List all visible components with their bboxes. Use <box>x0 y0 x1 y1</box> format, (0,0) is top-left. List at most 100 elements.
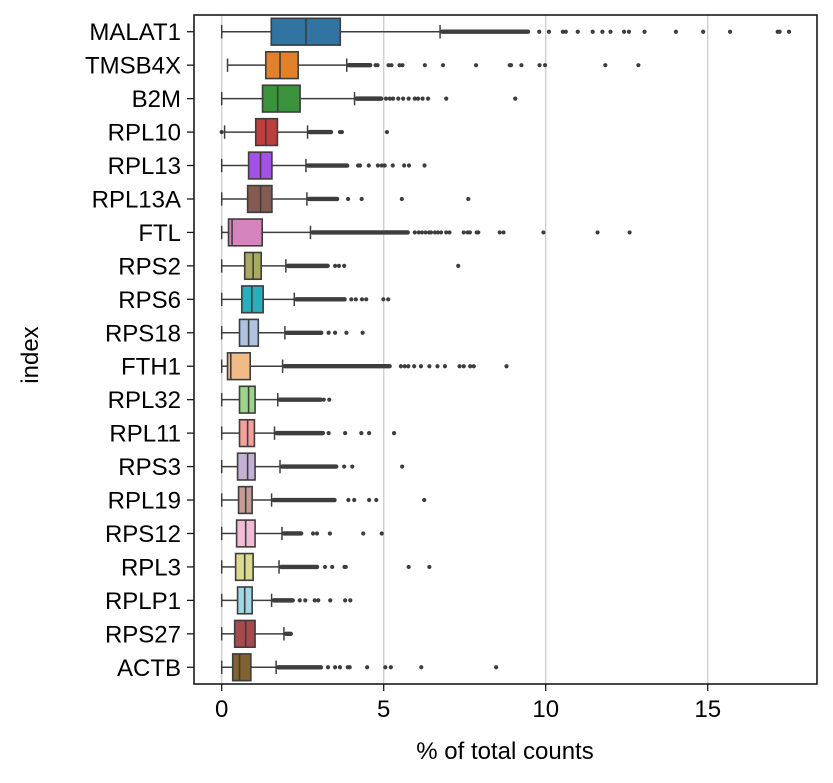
outlier-point <box>386 63 391 68</box>
outlier-point <box>336 263 342 268</box>
outlier-band <box>307 129 334 135</box>
x-tick-label: 0 <box>215 696 228 723</box>
outlier-point <box>399 196 404 202</box>
outlier-point <box>412 96 417 101</box>
outlier-point <box>468 364 473 369</box>
outlier-point <box>397 63 402 68</box>
outlier-point <box>438 230 444 235</box>
outlier-point <box>379 531 384 536</box>
outlier-point <box>447 230 452 235</box>
y-tick-label: RPS27 <box>105 621 181 648</box>
box-rpl32 <box>220 385 332 414</box>
outlier-point <box>402 364 407 369</box>
y-tick-label: RPL10 <box>108 120 181 147</box>
box-rps18 <box>220 318 365 347</box>
outlier-point <box>360 330 365 335</box>
outlier-point <box>622 29 627 34</box>
box-rpl13 <box>220 151 427 180</box>
outlier-band <box>305 163 350 168</box>
outlier-point <box>375 63 380 68</box>
outlier-point <box>327 397 332 402</box>
outlier-point <box>361 531 366 536</box>
outlier-point <box>497 230 502 235</box>
outlier-point <box>603 63 608 68</box>
outlier-point <box>406 364 411 369</box>
box-fth1 <box>220 352 509 381</box>
y-tick-label: MALAT1 <box>89 19 181 46</box>
outlier-point <box>347 665 352 670</box>
y-tick-label: RPS12 <box>105 521 181 548</box>
outlier-point <box>546 29 552 34</box>
outlier-point <box>400 464 405 469</box>
y-tick-label: TMSB4X <box>85 53 181 80</box>
outlier-point <box>322 564 328 570</box>
outlier-band <box>279 564 320 570</box>
outlier-point <box>343 598 348 603</box>
x-axis-label: % of total counts <box>416 738 593 765</box>
outlier-point <box>350 464 355 469</box>
outlier-point <box>595 230 600 235</box>
outlier-point <box>575 29 580 34</box>
outlier-point <box>786 29 792 34</box>
outlier-point <box>442 364 448 369</box>
y-tick-label: RPL3 <box>121 554 181 581</box>
outlier-band <box>282 364 392 369</box>
iqr-box <box>226 352 252 381</box>
outlier-point <box>333 263 338 268</box>
outlier-point <box>432 230 437 235</box>
outlier-band <box>271 497 337 503</box>
box-actb <box>220 653 499 682</box>
outlier-point <box>467 230 472 235</box>
outlier-point <box>366 163 371 168</box>
iqr-box <box>246 184 273 214</box>
y-tick-label: RPS6 <box>118 287 181 314</box>
y-tick-label: RPLP1 <box>105 588 181 615</box>
outlier-point <box>374 497 379 503</box>
outlier-point <box>402 163 407 168</box>
y-tick-label: RPL13 <box>108 153 181 180</box>
outlier-point <box>473 63 479 68</box>
outlier-point <box>513 96 518 101</box>
outlier-point <box>542 63 548 68</box>
outlier-point <box>471 364 476 369</box>
outlier-band <box>284 330 324 335</box>
outlier-point <box>379 163 384 168</box>
y-tick-label: RPL13A <box>92 186 181 213</box>
outlier-point <box>560 29 565 34</box>
box-b2m <box>220 84 518 113</box>
outlier-point <box>353 297 358 302</box>
outlier-point <box>388 665 393 670</box>
y-tick-label: RPL11 <box>109 421 181 448</box>
outlier-point <box>342 263 347 268</box>
outlier-point <box>406 564 411 570</box>
y-axis: MALAT1 TMSB4X B2M RPL10 RPL13 RPL13A FTL RPS2 RP… <box>85 19 194 682</box>
outlier-point <box>344 330 349 335</box>
outlier-point <box>349 297 354 302</box>
outlier-point <box>501 230 506 235</box>
outlier-point <box>343 564 348 570</box>
outlier-point <box>327 531 333 536</box>
outlier-band <box>274 430 326 436</box>
outlier-point <box>400 63 405 68</box>
outlier-point <box>364 297 369 302</box>
outlier-point <box>330 564 335 570</box>
y-tick-label: RPL32 <box>108 387 181 414</box>
outlier-point <box>382 163 387 168</box>
outlier-point <box>466 196 471 202</box>
outlier-point <box>390 96 396 101</box>
outlier-point <box>396 96 401 101</box>
outlier-point <box>425 96 431 101</box>
outlier-point <box>367 497 372 503</box>
outlier-point <box>590 29 595 34</box>
outlier-point <box>314 531 320 536</box>
iqr-box <box>233 619 256 649</box>
x-axis: 0 5 10 15 <box>215 684 721 723</box>
plot-frame <box>193 14 818 685</box>
outlier-point <box>381 297 386 302</box>
iqr-box <box>231 653 252 682</box>
x-tick-label: 15 <box>694 696 721 723</box>
outlier-point <box>600 29 605 34</box>
y-axis-label: index <box>17 326 44 383</box>
outlier-point <box>326 330 331 335</box>
